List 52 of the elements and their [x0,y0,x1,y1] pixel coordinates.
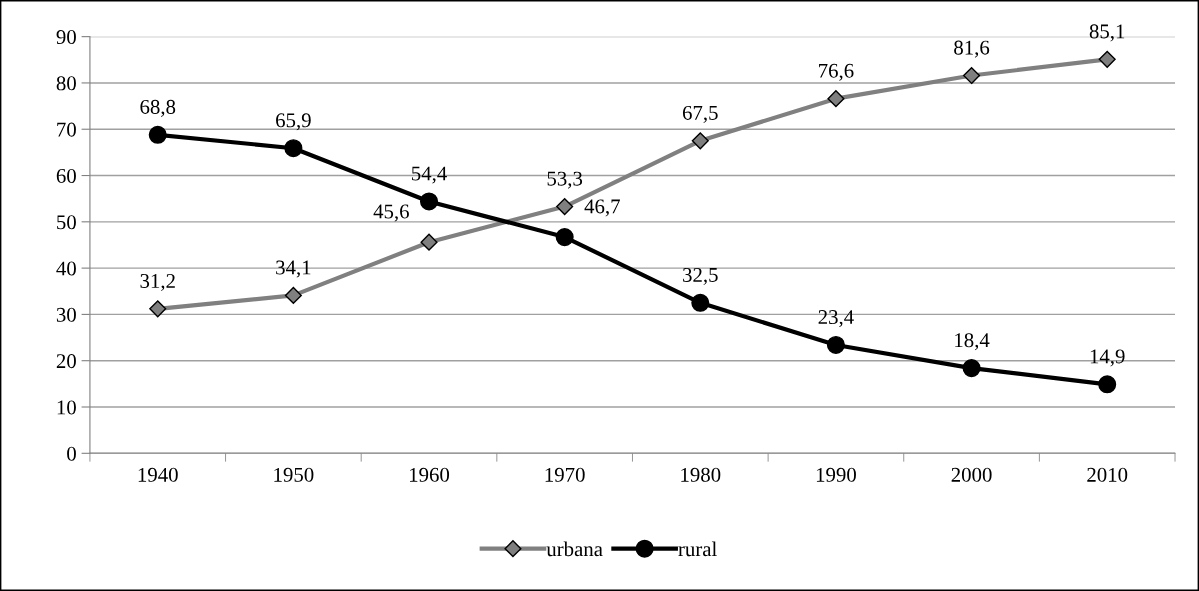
legend-label: rural [678,541,717,557]
data-label: 45,6 [373,204,409,222]
y-tick-label: 10 [57,400,76,415]
x-tick-label: 2010 [1087,467,1128,482]
data-label: 68,8 [140,99,176,117]
data-label: 23,4 [818,310,854,328]
point [962,359,981,378]
point [963,66,981,85]
data-label: 53,3 [547,171,583,189]
point [148,125,167,144]
x-tick-label: 1990 [816,467,856,482]
y-tick-label: 80 [56,76,76,91]
point [826,335,845,354]
y-tick-label: 40 [56,261,76,276]
data-label: 54,4 [412,166,447,184]
x-tick-label: 1960 [410,467,450,482]
point [691,132,709,150]
data-label: 76,6 [819,63,854,81]
y-tick-label: 20 [56,354,76,369]
x-tick-label: 1980 [681,467,721,482]
point [556,197,574,216]
legend-label: urbana [546,541,603,557]
point [419,192,439,211]
y-tick-label: 90 [56,30,76,45]
data-label: 14,9 [1090,349,1125,367]
x-tick-label: 1950 [274,467,314,482]
x-tick-label: 1940 [138,467,178,482]
data-label: 18,4 [955,333,990,351]
point [691,293,710,312]
y-tick-label: 60 [56,168,76,183]
point [555,228,574,247]
y-tick-label: 0 [67,446,76,461]
point [1098,375,1117,394]
y-tick-label: 70 [57,122,76,137]
x-tick-label: 1970 [545,467,585,482]
point [1098,50,1116,68]
data-label: 67,5 [682,105,718,123]
point [827,90,845,108]
point [149,300,167,318]
x-tick-label: 2000 [951,467,992,482]
data-label: 31,2 [140,273,175,291]
data-label: 46,7 [584,199,620,217]
data-label: 81,6 [954,40,990,58]
point [284,139,303,158]
data-label: 34,1 [276,260,311,278]
point [420,233,438,251]
y-tick-label: 50 [57,215,76,230]
y-tick-label: 30 [56,307,76,322]
data-label: 65,9 [276,113,311,131]
data-label: 32,5 [683,267,718,285]
point [284,286,302,304]
data-label: 85,1 [1089,24,1125,42]
